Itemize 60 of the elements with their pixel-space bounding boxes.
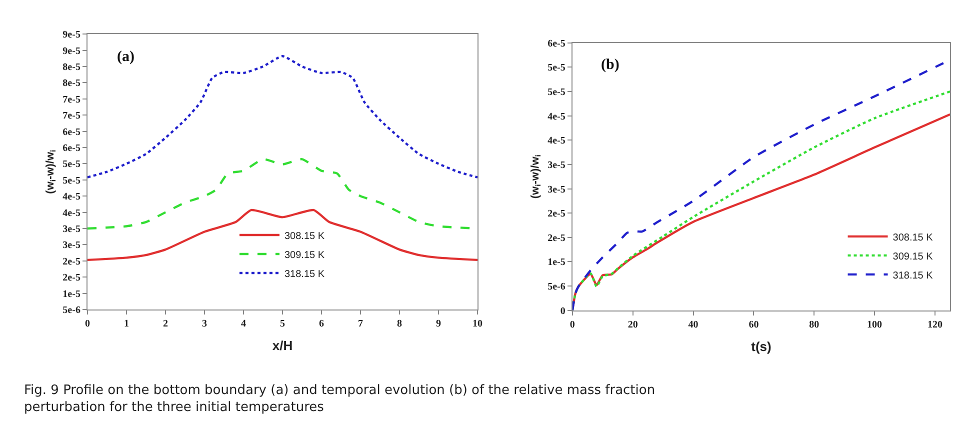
y-tick-label: 6e-5 (548, 38, 566, 50)
x-tick-label: 120 (927, 319, 942, 330)
y-tick-label: 2e-5 (62, 272, 80, 284)
y-tick-label: 9e-5 (62, 30, 80, 41)
x-tick-label: 1 (124, 318, 129, 330)
y-tick-label: 4e-5 (548, 136, 566, 147)
x-tick-label: 4 (240, 318, 246, 330)
annotation: (b) (601, 57, 620, 73)
x-tick-label: 9 (436, 318, 441, 330)
y-tick-label: 4e-5 (548, 111, 566, 122)
legend-label: 318.15 K (892, 270, 934, 282)
y-tick-label: 3e-5 (548, 160, 566, 171)
y-tick-label: 2e-5 (62, 256, 80, 268)
caption: Fig. 9 Profile on the bottom boundary (a) and temporal evolution (b) of the relative mass fraction perturbation for the three initial temperatures (24, 383, 656, 415)
y-tick-label: 9e-5 (62, 46, 80, 57)
y-tick-label: 5e-5 (62, 175, 80, 186)
x-axis-title: x/H (272, 338, 293, 354)
x-tick-label: 0 (570, 319, 575, 330)
legend-label: 308.15 K (284, 230, 325, 242)
y-tick-label: 6e-5 (62, 126, 80, 138)
x-tick-label: 8 (396, 318, 402, 330)
line-series (87, 208, 478, 262)
y-tick-label: 5e-5 (548, 86, 566, 98)
legend-label: 309.15 K (892, 251, 934, 262)
y-tick-label: 4e-5 (62, 208, 80, 219)
y-tick-label: 7e-5 (62, 110, 80, 122)
y-tick-label: 0 (560, 306, 566, 317)
y-tick-label: 5e-6 (548, 282, 566, 293)
x-tick-label: 60 (748, 319, 759, 330)
y-tick-label: 5e-5 (548, 62, 566, 74)
x-tick-label: 40 (688, 319, 698, 330)
y-tick-label: 1e-5 (62, 288, 80, 300)
x-tick-label: 3 (202, 318, 207, 330)
annotation: (a) (117, 49, 134, 65)
x-tick-label: 100 (867, 319, 882, 330)
x-tick-label: 0 (84, 318, 90, 330)
legend-label: 308.15 K (892, 232, 934, 244)
x-tick-label: 20 (628, 319, 638, 330)
y-tick-label: 8e-5 (62, 78, 80, 90)
x-axis-title: t(s) (751, 338, 772, 354)
y-tick-label: 2e-5 (548, 208, 566, 220)
y-tick-label: 8e-5 (62, 62, 80, 74)
x-tick-label: 10 (472, 318, 482, 330)
y-tick-label: 5e-6 (62, 305, 80, 316)
x-tick-label: 7 (358, 318, 363, 330)
legend-label: 309.15 K (284, 250, 325, 261)
y-tick-label: 5e-5 (62, 159, 80, 170)
y-tick-label: 4e-5 (62, 192, 80, 203)
y-tick-label: 3e-5 (62, 224, 80, 236)
y-tick-label: 2e-5 (548, 232, 566, 244)
y-tick-label: 3e-5 (62, 240, 80, 252)
y-tick-label: 1e-5 (548, 257, 566, 268)
legend-label: 318.15 K (284, 268, 325, 280)
y-tick-label: 7e-5 (62, 94, 80, 106)
x-tick-label: 5 (280, 318, 285, 330)
y-tick-label: 6e-5 (62, 143, 80, 154)
x-tick-label: 80 (809, 319, 820, 330)
y-tick-label: 3e-5 (548, 184, 566, 196)
x-tick-label: 6 (318, 318, 324, 330)
x-tick-label: 2 (162, 318, 168, 330)
